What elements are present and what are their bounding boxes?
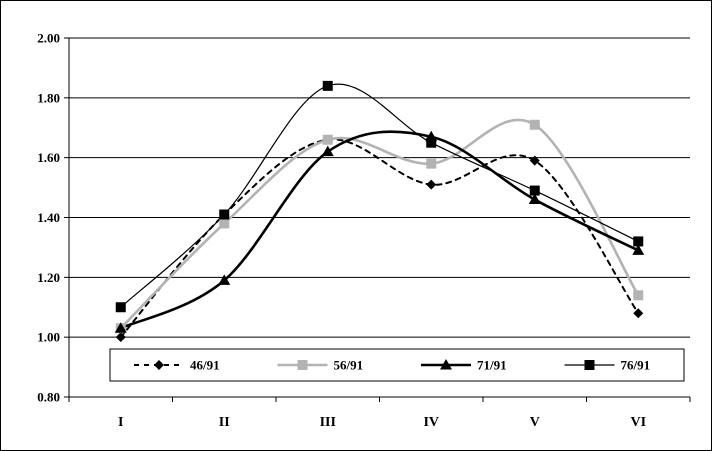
y-tick-labels: 0.80 1.00 1.20 1.40 1.60 1.80 2.00 xyxy=(37,31,60,405)
data-point-71-91 xyxy=(528,193,541,205)
legend-marker xyxy=(440,359,452,370)
data-point-46-91 xyxy=(115,332,126,343)
y-tick-label: 1.40 xyxy=(37,210,60,225)
legend-marker xyxy=(297,360,308,370)
legend-label: 71/91 xyxy=(477,358,507,373)
y-tick-label: 0.80 xyxy=(37,390,60,405)
y-tick-label: 1.60 xyxy=(37,150,60,165)
data-point-46-91 xyxy=(426,179,437,190)
series-markers xyxy=(114,80,645,343)
legend-marker xyxy=(584,360,595,370)
data-point-46-91 xyxy=(529,155,540,166)
data-point-56-91 xyxy=(426,158,437,169)
data-point-76-91 xyxy=(633,236,644,247)
x-tick-label: III xyxy=(320,415,336,430)
x-tick-label: VI xyxy=(630,415,646,430)
x-tick-label: IV xyxy=(423,415,439,430)
axes xyxy=(64,37,691,402)
data-point-76-91 xyxy=(322,80,333,91)
legend-label: 46/91 xyxy=(190,358,220,373)
data-point-76-91 xyxy=(115,302,126,313)
data-point-46-91 xyxy=(633,308,644,319)
y-tick-label: 1.80 xyxy=(37,90,60,105)
gridlines xyxy=(69,37,690,338)
data-point-56-91 xyxy=(219,218,230,229)
data-point-71-91 xyxy=(632,244,645,255)
x-tick-labels: I II III IV V VI xyxy=(118,415,646,430)
data-point-56-91 xyxy=(322,134,333,145)
x-tick-label: V xyxy=(530,415,540,430)
data-point-76-91 xyxy=(426,137,437,148)
series-line-46-91 xyxy=(119,138,640,339)
legend-marker xyxy=(154,360,164,370)
y-tick-label: 2.00 xyxy=(37,31,60,46)
data-point-76-91 xyxy=(529,185,540,196)
legend-label: 56/91 xyxy=(334,358,364,373)
y-tick-label: 1.00 xyxy=(37,330,60,345)
data-point-56-91 xyxy=(529,119,540,130)
data-point-71-91 xyxy=(321,145,334,157)
x-tick-label: II xyxy=(219,415,230,430)
legend-label: 76/91 xyxy=(621,358,651,373)
data-point-71-91 xyxy=(114,322,127,333)
y-tick-label: 1.20 xyxy=(37,270,60,285)
x-tick-label: I xyxy=(118,415,123,430)
data-point-56-91 xyxy=(633,290,644,301)
legend: 46/91 56/91 71/91 76/91 xyxy=(109,348,685,382)
data-point-71-91 xyxy=(218,274,231,285)
data-point-76-91 xyxy=(219,209,230,220)
series-line-56-91 xyxy=(119,118,640,330)
